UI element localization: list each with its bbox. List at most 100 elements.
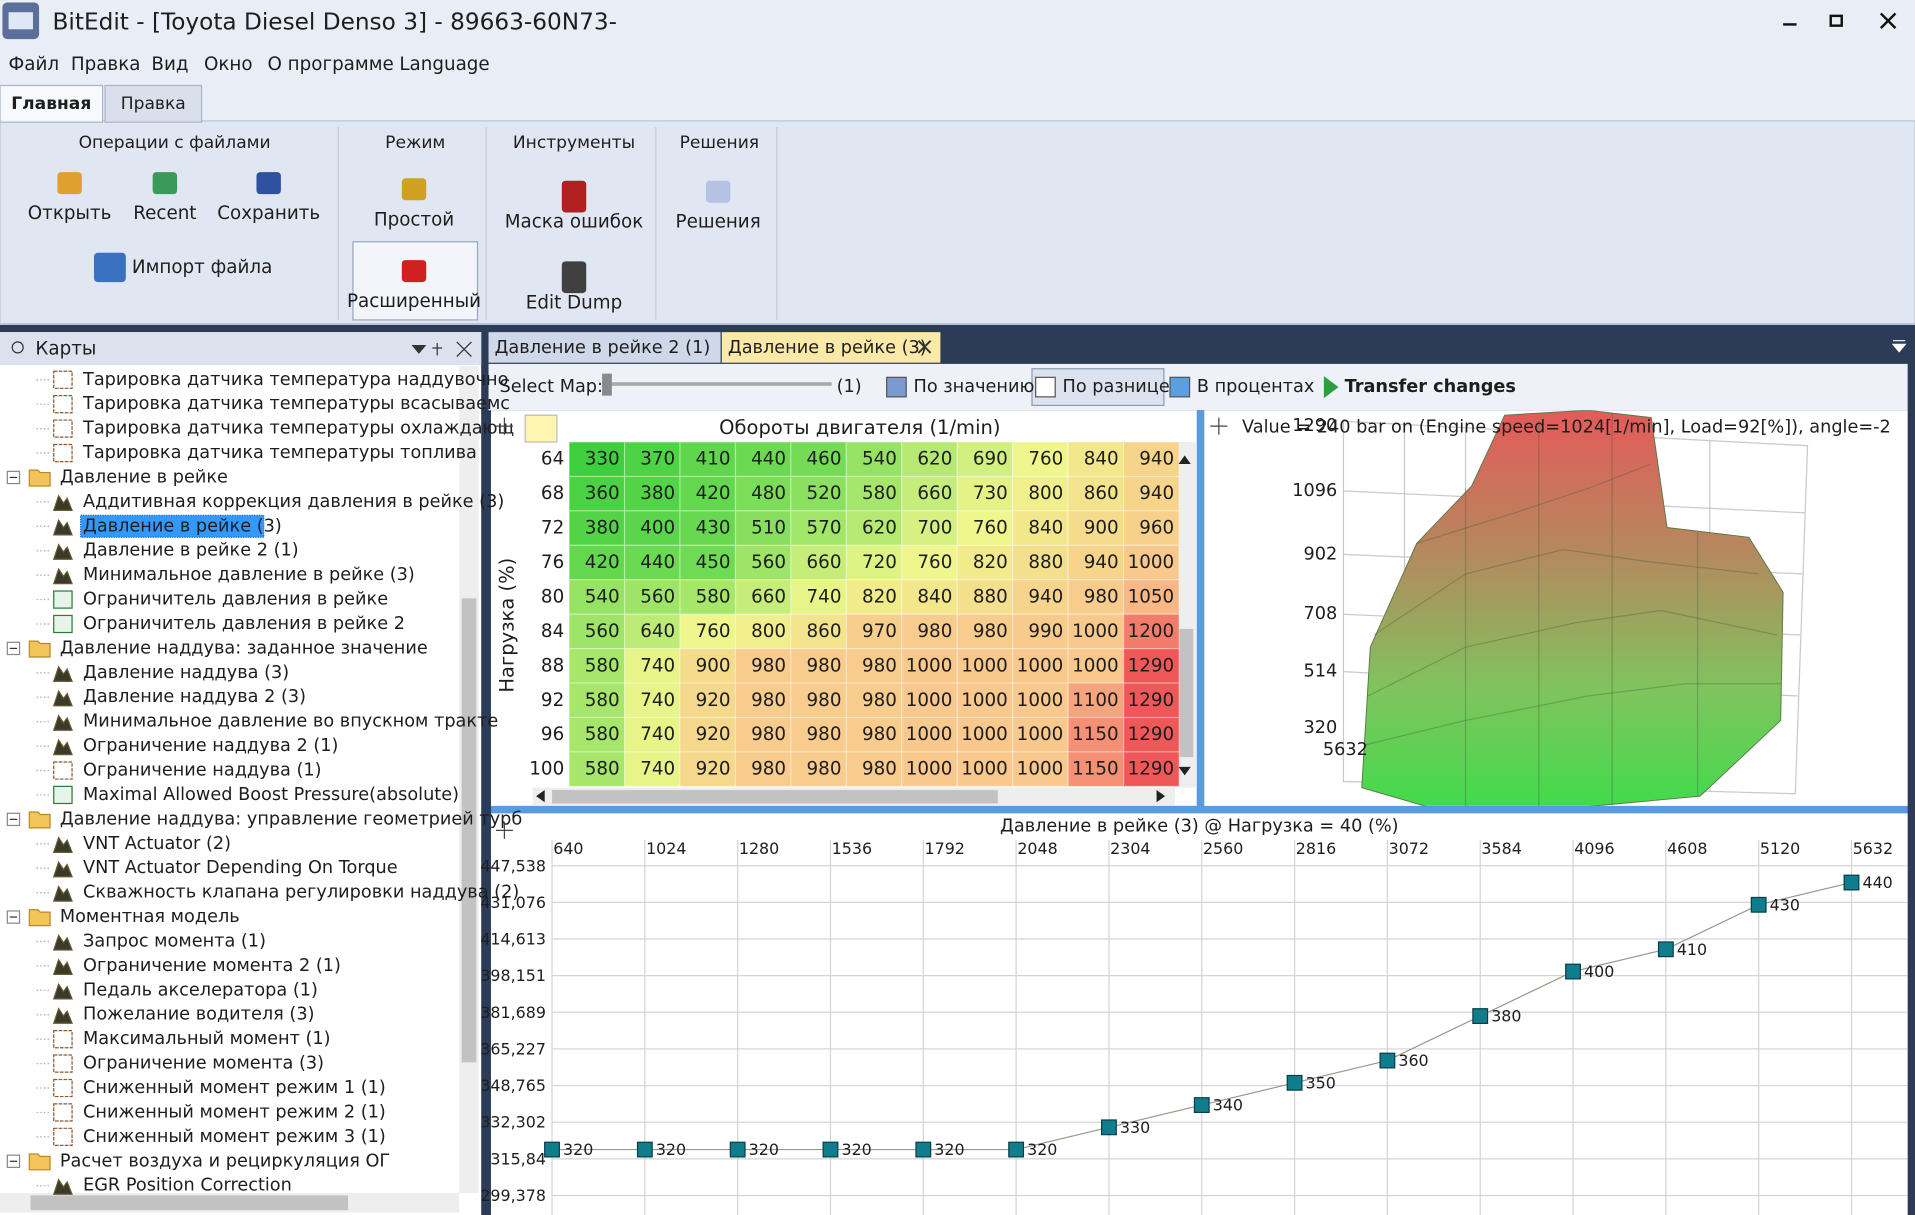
table-cell[interactable] xyxy=(1012,648,1069,684)
tree-item[interactable]: Ограничитель давления в рейке 2 xyxy=(83,614,405,634)
table-cell[interactable] xyxy=(901,475,958,512)
table-cell[interactable] xyxy=(1067,682,1125,719)
cell-value[interactable]: 730 xyxy=(973,483,1008,504)
cell-value[interactable]: 380 xyxy=(585,518,620,539)
table-cell[interactable] xyxy=(568,751,626,788)
restore[interactable] xyxy=(1829,14,1843,27)
data-point[interactable] xyxy=(1101,1119,1117,1136)
cell-value[interactable]: 1100 xyxy=(1072,690,1119,711)
table-cell[interactable] xyxy=(1012,475,1069,512)
cell-value[interactable]: 520 xyxy=(807,483,842,504)
cell-value[interactable]: 960 xyxy=(1139,518,1174,539)
tree-item[interactable]: Тарировка датчика температуры всасываемс xyxy=(82,394,510,414)
cell-value[interactable]: 580 xyxy=(862,483,897,504)
cell-value[interactable]: 1000 xyxy=(961,655,1008,676)
cell-value[interactable]: 760 xyxy=(1028,449,1063,470)
cell-value[interactable]: 360 xyxy=(585,483,620,504)
cell-value[interactable]: 990 xyxy=(1028,621,1063,642)
ribbon-button[interactable]: Маска ошибок xyxy=(505,212,644,233)
cell-value[interactable]: 1000 xyxy=(961,724,1008,745)
ribbon-button[interactable]: Recent xyxy=(133,203,196,224)
data-point[interactable] xyxy=(1843,874,1860,891)
tree-item[interactable]: Сниженный момент режим 3 (1) xyxy=(83,1127,386,1147)
table-cell[interactable] xyxy=(734,648,792,684)
cell-value[interactable]: 980 xyxy=(862,690,897,711)
splitter[interactable] xyxy=(490,805,1908,814)
cell-value[interactable]: 660 xyxy=(807,552,842,573)
table-cell[interactable] xyxy=(734,579,792,615)
tree-item[interactable]: Минимальное давление во впускном тракте xyxy=(83,712,498,732)
data-point[interactable] xyxy=(1750,896,1767,913)
ribbon-button[interactable]: Edit Dump xyxy=(526,292,622,313)
table-cell[interactable] xyxy=(623,579,681,615)
cell-value[interactable]: 1150 xyxy=(1072,759,1119,780)
table-cell[interactable] xyxy=(1122,579,1180,615)
table-cell[interactable] xyxy=(1012,441,1069,478)
cell-value[interactable]: 980 xyxy=(862,724,897,745)
toolbar-icon[interactable] xyxy=(886,376,907,398)
table-cell[interactable] xyxy=(568,544,626,581)
toolbar-icon[interactable] xyxy=(1169,376,1191,398)
cell-value[interactable]: 900 xyxy=(696,655,731,676)
cell-value[interactable]: 980 xyxy=(751,724,786,745)
cell-value[interactable]: 980 xyxy=(807,759,842,780)
ribbon-icon[interactable] xyxy=(705,180,731,203)
cell-value[interactable]: 970 xyxy=(862,621,897,642)
table-cell[interactable] xyxy=(568,579,626,615)
table-cell[interactable] xyxy=(1122,441,1180,478)
ribbon-button[interactable]: Простой xyxy=(374,209,454,230)
cell-value[interactable]: 580 xyxy=(585,690,620,711)
cell-value[interactable]: 330 xyxy=(585,449,620,470)
tree-item[interactable]: Пожелание водителя (3) xyxy=(83,1005,314,1025)
tree-item[interactable]: Давление наддува 2 (3) xyxy=(83,687,306,707)
cell-value[interactable]: 450 xyxy=(696,552,731,573)
cell-value[interactable]: 540 xyxy=(585,586,620,607)
cell-value[interactable]: 1000 xyxy=(1017,724,1064,745)
window-controls[interactable] xyxy=(1783,12,1897,29)
table-cell[interactable] xyxy=(568,716,626,753)
cell-value[interactable]: 540 xyxy=(862,449,897,470)
table-cell[interactable] xyxy=(1122,751,1180,788)
cell-value[interactable]: 660 xyxy=(917,483,952,504)
table-cell[interactable] xyxy=(790,544,847,581)
table-cell[interactable] xyxy=(1122,613,1180,650)
cell-value[interactable]: 1000 xyxy=(1017,759,1064,780)
cell-value[interactable]: 620 xyxy=(862,518,897,539)
data-point[interactable] xyxy=(1286,1074,1303,1091)
table-cell[interactable] xyxy=(1067,475,1125,512)
tree-item[interactable]: Maximal Allowed Boost Pressure(absolute) xyxy=(83,785,459,805)
table-cell[interactable] xyxy=(901,716,958,753)
tree-folder[interactable]: Давление наддува: управление геометрией … xyxy=(60,809,522,829)
table-cell[interactable] xyxy=(1012,716,1069,753)
cell-value[interactable]: 980 xyxy=(751,690,786,711)
table-cell[interactable] xyxy=(568,648,626,684)
cell-value[interactable]: 940 xyxy=(1139,449,1174,470)
table-cell[interactable] xyxy=(1012,510,1069,546)
document-tab[interactable] xyxy=(721,332,941,363)
cell-value[interactable]: 410 xyxy=(696,449,731,470)
cell-value[interactable]: 440 xyxy=(751,449,786,470)
toolbar-button[interactable]: По разнице xyxy=(1063,377,1170,397)
cell-value[interactable]: 760 xyxy=(973,518,1008,539)
menu-item[interactable]: Language xyxy=(399,54,489,75)
tree-item[interactable]: Тарировка датчика температура наддувочно xyxy=(82,370,508,390)
cell-value[interactable]: 580 xyxy=(585,724,620,745)
cell-value[interactable]: 560 xyxy=(640,586,675,607)
cell-value[interactable]: 980 xyxy=(917,621,952,642)
toolbar-button[interactable]: В процентах xyxy=(1197,377,1314,397)
menu-item[interactable]: Файл xyxy=(9,54,60,75)
cell-value[interactable]: 740 xyxy=(807,586,842,607)
document-tab-label[interactable]: Давление в рейке (3) xyxy=(728,338,927,358)
table-cell[interactable] xyxy=(901,613,958,650)
cell-value[interactable]: 980 xyxy=(751,759,786,780)
cell-value[interactable]: 1290 xyxy=(1128,724,1175,745)
table-cell[interactable] xyxy=(901,751,958,788)
move-handle[interactable] xyxy=(1210,417,1228,435)
cell-value[interactable]: 720 xyxy=(862,552,897,573)
document-tab-label[interactable]: Давление в рейке 2 (1) xyxy=(495,338,711,358)
data-point[interactable] xyxy=(1008,1141,1025,1158)
map-slider-thumb[interactable] xyxy=(602,373,612,396)
tab-menu[interactable] xyxy=(1891,340,1907,353)
tree-item[interactable]: Давление наддува (3) xyxy=(83,663,289,683)
cell-value[interactable]: 920 xyxy=(696,690,731,711)
